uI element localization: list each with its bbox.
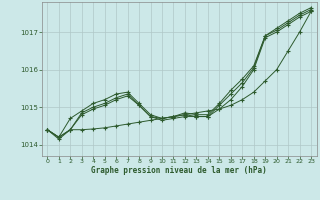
X-axis label: Graphe pression niveau de la mer (hPa): Graphe pression niveau de la mer (hPa) bbox=[91, 166, 267, 175]
